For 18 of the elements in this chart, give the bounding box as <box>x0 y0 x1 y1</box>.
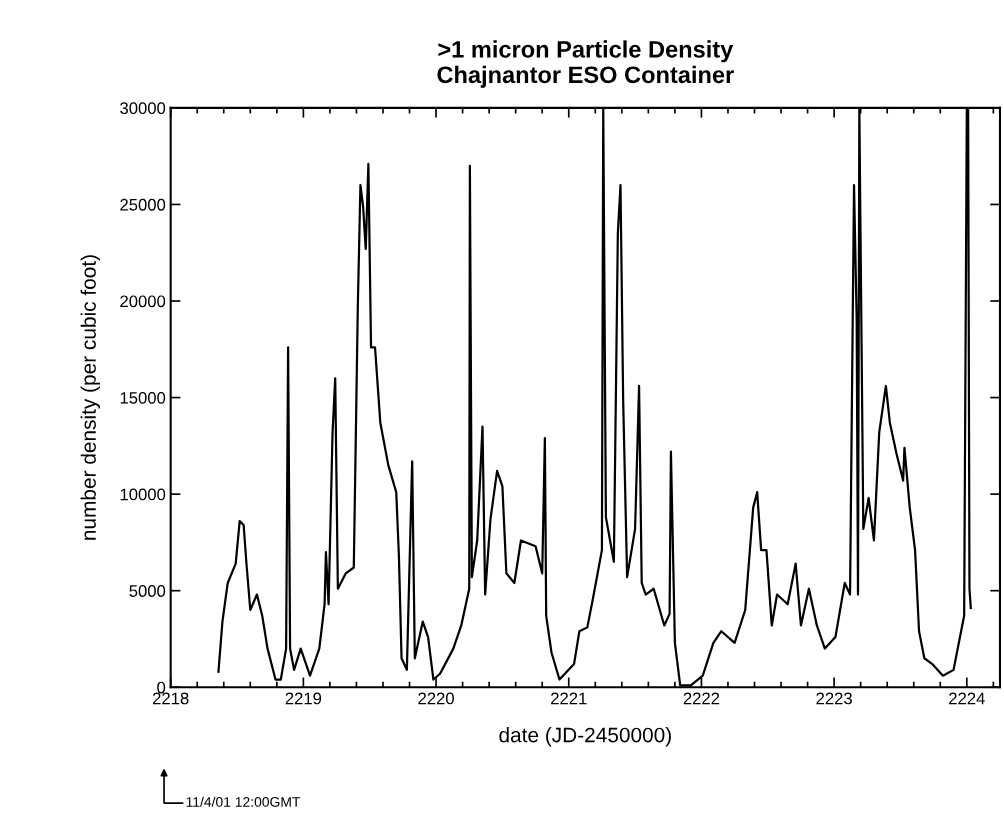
y-tick-label: 15000 <box>120 391 166 404</box>
x-axis-title: date (JD-2450000) <box>499 727 671 747</box>
y-tick-label: 5000 <box>129 585 166 597</box>
x-tick-label: 2222 <box>683 692 720 705</box>
x-tick-label: 2224 <box>949 692 985 705</box>
x-tick-label: 2219 <box>285 692 322 705</box>
chart-title: >1 micron Particle Density Chajnantor ESO Container <box>437 40 734 88</box>
y-tick-label: 0 <box>157 681 166 694</box>
y-tick-label: 10000 <box>120 488 166 501</box>
text: 11/4/01 12:00GMT <box>186 796 301 807</box>
y-tick-label: 20000 <box>120 295 166 308</box>
x-tick-label: 2221 <box>551 692 587 705</box>
y-tick-label: 30000 <box>120 102 166 115</box>
y-tick-label: 25000 <box>120 198 166 211</box>
x-tick-label: 2220 <box>418 692 454 705</box>
x-tick-label: 2218 <box>152 692 189 705</box>
x-tick-label: 2223 <box>816 692 852 705</box>
y-axis-title: number density (per cubic foot) <box>80 255 101 540</box>
